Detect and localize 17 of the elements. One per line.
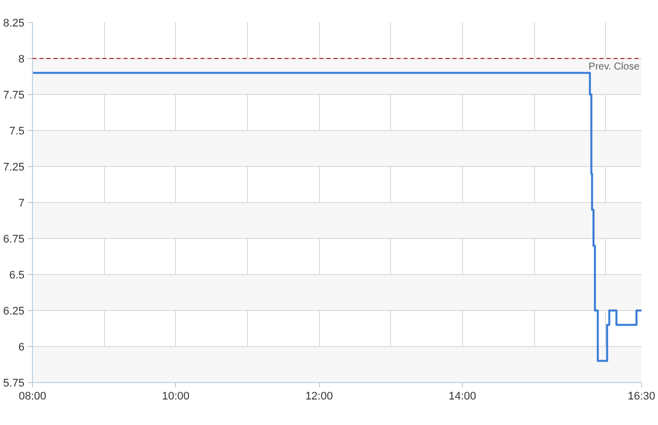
y-tick-label: 7.25 bbox=[3, 162, 25, 174]
y-tick-label: 8.25 bbox=[3, 18, 25, 30]
y-tick-label: 7 bbox=[18, 198, 25, 210]
y-tick-label: 6.5 bbox=[9, 270, 25, 282]
y-tick-label: 7.5 bbox=[9, 126, 25, 138]
y-tick-label: 6.75 bbox=[3, 234, 25, 246]
x-tick-label: 12:00 bbox=[305, 390, 333, 402]
ref-line-label: Prev. Close bbox=[588, 62, 640, 72]
y-tick-label: 6 bbox=[18, 342, 25, 354]
x-tick-label: 08:00 bbox=[18, 390, 46, 402]
x-tick-label: 14:00 bbox=[448, 390, 476, 402]
y-tick-label: 6.25 bbox=[3, 306, 25, 318]
y-tick-label: 7.75 bbox=[3, 90, 25, 102]
y-tick-label: 5.75 bbox=[3, 378, 25, 390]
x-tick-label: 10:00 bbox=[162, 390, 190, 402]
x-tick-label: 16:30 bbox=[628, 390, 656, 402]
y-tick-label: 8 bbox=[18, 54, 25, 66]
